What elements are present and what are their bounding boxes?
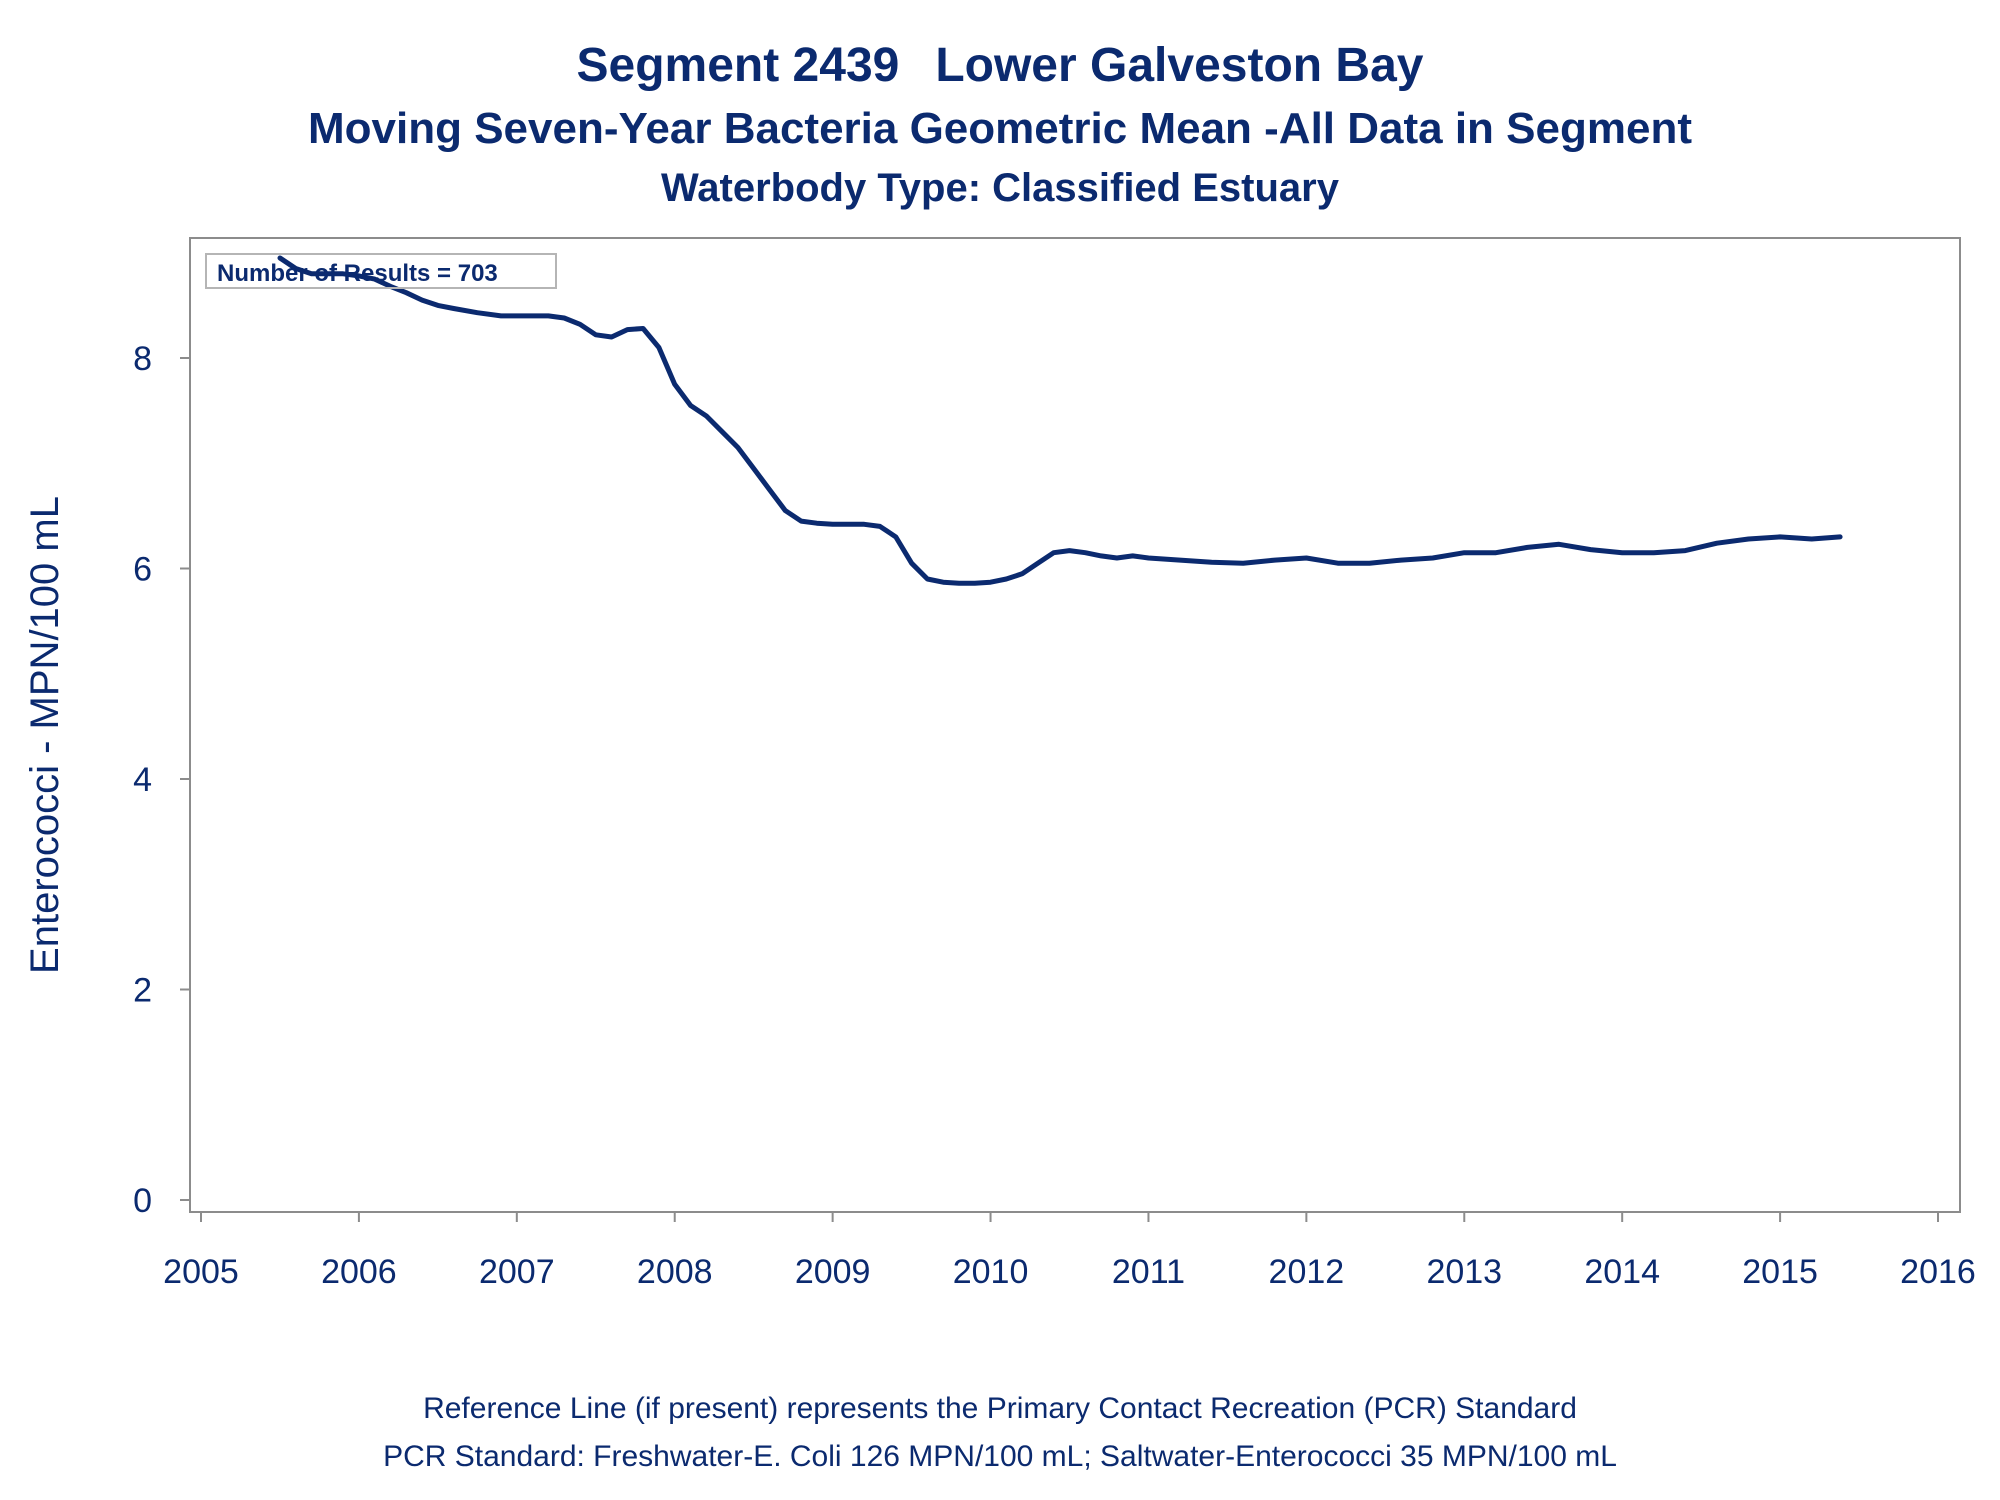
y-tick-label: 0 [133, 1182, 152, 1220]
waterbody-type: Waterbody Type: Classified Estuary [661, 166, 1339, 210]
x-tick-label: 2014 [1584, 1253, 1660, 1291]
x-tick-label: 2011 [1112, 1253, 1185, 1291]
segment-label: Segment 2439 [576, 39, 900, 92]
y-tick-label: 4 [133, 761, 152, 799]
annotation-box [205, 253, 557, 289]
chart-subtitle: Moving Seven-Year Bacteria Geometric Mea… [308, 104, 1692, 153]
plot-frame [189, 237, 1961, 1213]
x-tick-label: 2009 [795, 1253, 871, 1291]
y-tick-label: 2 [133, 972, 152, 1010]
footnote-pcr-standard: PCR Standard: Freshwater-E. Coli 126 MPN… [383, 1440, 1617, 1473]
y-tick-label: 6 [133, 551, 152, 589]
x-tick-label: 2007 [479, 1253, 555, 1291]
x-tick-label: 2015 [1742, 1253, 1818, 1291]
y-axis-label: Enterococci - MPN/100 mL [23, 496, 67, 974]
x-tick-label: 2010 [953, 1253, 1029, 1291]
number-of-results: Number of Results = 703 [217, 260, 498, 287]
geomean-series-line [277, 255, 1843, 586]
x-tick-label: 2016 [1900, 1253, 1976, 1291]
y-tick-label: 8 [133, 340, 152, 378]
waterbody-label: Lower Galveston Bay [935, 39, 1424, 92]
x-tick-label: 2013 [1426, 1253, 1502, 1291]
chart-title: Segment 2439 Lower Galveston Bay [0, 38, 2000, 93]
footnote-reference-line: Reference Line (if present) represents t… [423, 1392, 1577, 1425]
x-tick-label: 2006 [321, 1253, 397, 1291]
x-tick-label: 2005 [163, 1253, 239, 1291]
x-tick-label: 2012 [1269, 1253, 1345, 1291]
x-tick-label: 2008 [637, 1253, 713, 1291]
